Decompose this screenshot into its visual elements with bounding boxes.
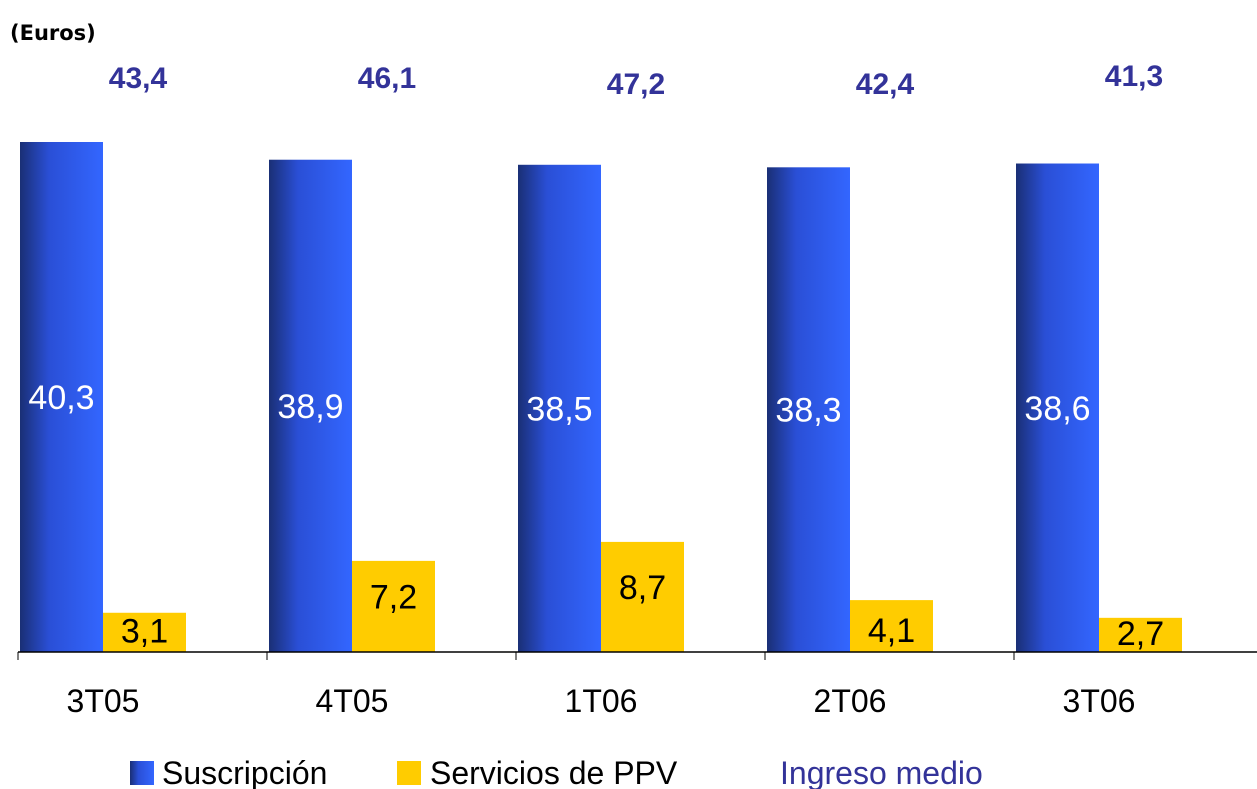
bars-group [20, 142, 1182, 653]
tick-label-4T05: 4T05 [316, 683, 389, 719]
label-ingreso-medio-2T06: 42,4 [856, 68, 915, 101]
label-suscripcion-3T06: 38,6 [1024, 390, 1090, 428]
legend-label-suscripcion: Suscripción [162, 755, 327, 789]
label-ppv-4T05: 7,2 [370, 578, 417, 616]
label-suscripcion-1T06: 38,5 [526, 390, 592, 428]
label-suscripcion-4T05: 38,9 [277, 388, 343, 426]
bar-ppv-3T05 [103, 612, 186, 652]
label-ppv-3T05: 3,1 [121, 612, 168, 650]
bar-suscripcion-1T06 [518, 164, 601, 652]
legend: Suscripción Servicios de PPV Ingreso med… [130, 755, 983, 789]
bar-ppv-4T05 [352, 560, 435, 652]
labels-group: 40,3 3,1 43,4 38,9 7,2 46,1 38,5 8,7 47,2 38,3 4,1… [28, 60, 1164, 653]
label-ppv-2T06: 4,1 [868, 612, 915, 650]
unit-label: (Euros) [10, 21, 96, 45]
bar-suscripcion-2T06 [767, 167, 850, 652]
tick-label-2T06: 2T06 [814, 683, 887, 719]
label-ingreso-medio-3T05: 43,4 [109, 62, 168, 95]
bar-suscripcion-4T05 [269, 159, 352, 653]
label-ingreso-medio-3T06: 41,3 [1105, 60, 1163, 93]
bar-ppv-2T06 [850, 600, 933, 652]
legend-label-ingreso-medio: Ingreso medio [780, 755, 983, 789]
legend-label-ppv: Servicios de PPV [430, 755, 678, 789]
label-suscripcion-3T05: 40,3 [28, 379, 94, 417]
label-suscripcion-2T06: 38,3 [775, 392, 841, 430]
tick-label-3T06: 3T06 [1063, 683, 1136, 719]
label-ingreso-medio-1T06: 47,2 [607, 68, 665, 101]
tick-label-1T06: 1T06 [565, 683, 638, 719]
bar-ppv-3T06 [1099, 617, 1182, 652]
label-ppv-1T06: 8,7 [619, 569, 666, 607]
bar-suscripcion-3T06 [1016, 163, 1099, 652]
tick-label-3T05: 3T05 [67, 683, 140, 719]
bar-suscripcion-3T05 [20, 142, 103, 652]
bar-ppv-1T06 [601, 541, 684, 652]
legend-swatch-ppv [397, 761, 421, 785]
label-ingreso-medio-4T05: 46,1 [358, 62, 416, 95]
x-axis: 3T05 4T05 1T06 2T06 3T06 [17, 651, 1257, 719]
legend-swatch-suscripcion [130, 761, 154, 785]
label-ppv-3T06: 2,7 [1117, 615, 1164, 653]
